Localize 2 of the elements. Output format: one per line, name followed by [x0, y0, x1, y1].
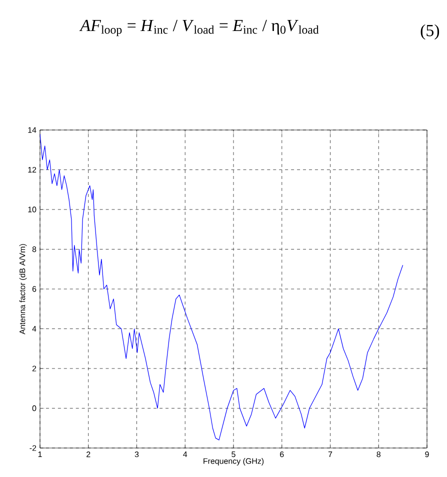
- text: (5): [420, 24, 440, 40]
- text: AF$_{loop}$ = H$_{inc}$ / V$_{load}$ = E$_{inc}$ / η$_{0}$V$_{load}$: [79, 20, 319, 36]
